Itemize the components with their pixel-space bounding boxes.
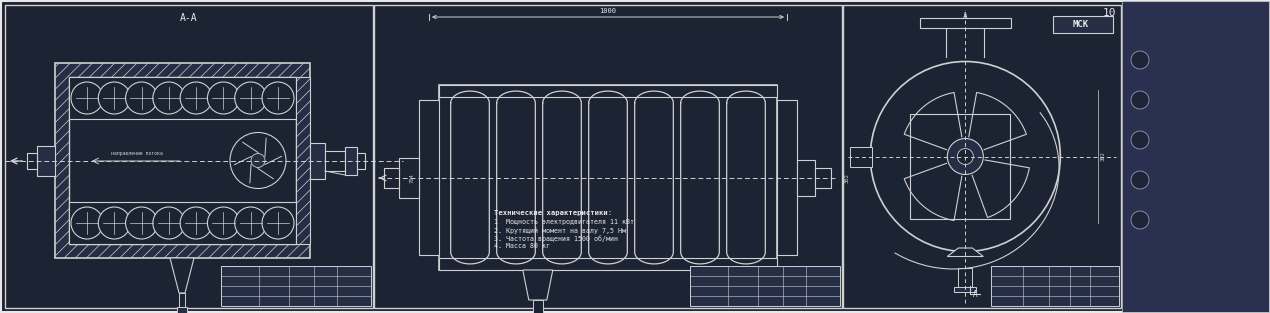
Bar [815, 168, 831, 188]
Bar [439, 85, 777, 97]
Bar [851, 146, 872, 167]
Circle shape [98, 207, 131, 239]
Circle shape [207, 207, 240, 239]
Bar [777, 100, 798, 255]
Bar [27, 153, 37, 169]
Bar [959, 268, 973, 288]
Bar [439, 85, 777, 270]
Bar [5, 5, 373, 308]
Circle shape [207, 82, 240, 114]
Bar [954, 287, 977, 292]
Circle shape [1132, 51, 1149, 69]
Text: 302: 302 [845, 173, 850, 183]
Text: 1  Мощность электродвигателя 11 кВт: 1 Мощность электродвигателя 11 кВт [494, 219, 634, 225]
Text: 302: 302 [1101, 151, 1105, 162]
Circle shape [1132, 211, 1149, 229]
Bar [533, 300, 542, 313]
Bar [373, 5, 842, 308]
Bar [221, 266, 371, 306]
Bar [296, 77, 310, 244]
Circle shape [262, 207, 293, 239]
Bar [991, 266, 1119, 306]
Bar [419, 100, 439, 255]
Circle shape [180, 207, 212, 239]
Text: 1000: 1000 [599, 8, 616, 14]
Text: А-А: А-А [180, 13, 198, 23]
Circle shape [947, 138, 983, 175]
Bar [69, 202, 296, 244]
Bar [798, 160, 815, 196]
Text: 10: 10 [1102, 8, 1116, 18]
Circle shape [126, 82, 157, 114]
Text: А: А [973, 290, 978, 299]
Bar [357, 153, 364, 169]
Circle shape [1132, 91, 1149, 109]
Polygon shape [947, 248, 983, 256]
Circle shape [958, 148, 973, 165]
Bar [345, 147, 357, 175]
Circle shape [235, 207, 267, 239]
Text: 3. Частота вращения 1500 об/мин: 3. Частота вращения 1500 об/мин [494, 235, 618, 242]
Bar [310, 143, 325, 179]
Circle shape [71, 82, 103, 114]
Bar [399, 158, 419, 198]
Bar [690, 266, 839, 306]
Bar [384, 168, 399, 188]
Circle shape [152, 207, 185, 239]
Bar [69, 77, 296, 244]
Circle shape [126, 207, 157, 239]
Circle shape [1132, 171, 1149, 189]
Circle shape [870, 61, 1060, 252]
Circle shape [251, 153, 265, 167]
Bar [919, 18, 1011, 28]
Circle shape [98, 82, 131, 114]
Bar [1121, 1, 1269, 312]
Bar [179, 293, 185, 308]
Circle shape [71, 207, 103, 239]
Bar [439, 258, 777, 270]
Circle shape [1132, 131, 1149, 149]
Text: направление потока: направление потока [112, 151, 163, 156]
Bar [37, 146, 55, 176]
Bar [325, 151, 345, 171]
Text: МСК: МСК [1073, 20, 1090, 29]
Polygon shape [170, 258, 194, 293]
Circle shape [235, 82, 267, 114]
Bar [911, 114, 1011, 218]
Text: 2. Крутящий момент на валу 7,5 Нм: 2. Крутящий момент на валу 7,5 Нм [494, 227, 626, 233]
Bar [1053, 16, 1113, 33]
Circle shape [262, 82, 293, 114]
Text: Технические характеристики:: Технические характеристики: [494, 210, 612, 216]
Bar [69, 77, 296, 119]
Circle shape [230, 132, 286, 188]
Circle shape [180, 82, 212, 114]
Bar [843, 5, 1121, 308]
Text: 4. Масса 80 кг: 4. Масса 80 кг [494, 243, 550, 249]
Circle shape [152, 82, 185, 114]
Bar [55, 63, 310, 258]
Text: А: А [963, 12, 968, 21]
Bar [177, 307, 187, 313]
Polygon shape [523, 270, 552, 300]
Text: 704: 704 [409, 173, 414, 183]
